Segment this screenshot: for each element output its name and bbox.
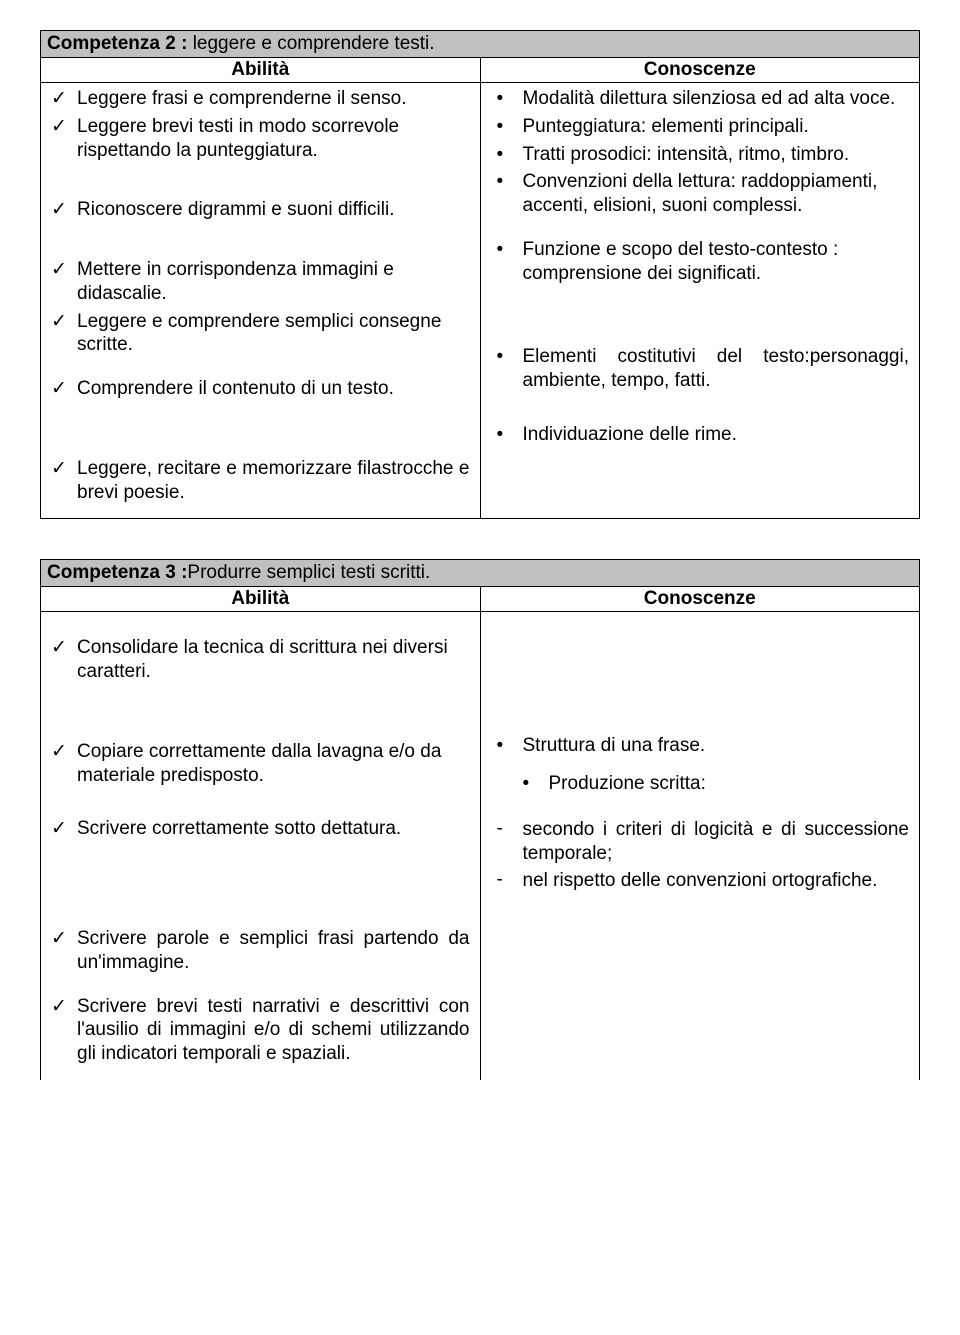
check-icon: ✓ (51, 636, 77, 660)
knowledge-text: Funzione e scopo del testo-contesto : co… (523, 238, 910, 286)
ability-text: Copiare correttamente dalla lavagna e/o … (77, 740, 470, 788)
knowledge-text: Convenzioni della lettura: raddoppiament… (523, 170, 910, 218)
ability-item: ✓ Scrivere correttamente sotto dettatura… (51, 817, 470, 841)
check-icon: ✓ (51, 87, 77, 111)
bullet-icon: • (491, 115, 523, 139)
ability-text: Mettere in corrispondenza immagini e did… (77, 258, 470, 306)
ability-text: Consolidare la tecnica di scrittura nei … (77, 636, 470, 684)
knowledge-item: • Tratti prosodici: intensità, ritmo, ti… (491, 143, 910, 167)
comp2-col-right-header: Conoscenze (481, 58, 920, 82)
ability-item: ✓ Scrivere parole e semplici frasi parte… (51, 927, 470, 975)
dash-text: nel rispetto delle convenzioni ortografi… (523, 869, 910, 893)
knowledge-text: Produzione scritta: (549, 772, 910, 796)
ability-text: Scrivere parole e semplici frasi partend… (77, 927, 470, 975)
check-icon: ✓ (51, 457, 77, 481)
check-icon: ✓ (51, 377, 77, 401)
comp3-right-col: • Struttura di una frase. • Produzione s… (481, 612, 920, 1080)
knowledge-item: • Struttura di una frase. (491, 734, 910, 758)
comp3-col-right-header: Conoscenze (481, 587, 920, 611)
knowledge-item: • Convenzioni della lettura: raddoppiame… (491, 170, 910, 218)
check-icon: ✓ (51, 310, 77, 334)
comp2-header: Competenza 2 : leggere e comprendere tes… (40, 30, 920, 58)
knowledge-item: • Modalità dilettura silenziosa ed ad al… (491, 87, 910, 111)
knowledge-text: Tratti prosodici: intensità, ritmo, timb… (523, 143, 910, 167)
knowledge-item: • Produzione scritta: (491, 772, 910, 796)
dash-item: - nel rispetto delle convenzioni ortogra… (491, 869, 910, 893)
check-icon: ✓ (51, 115, 77, 139)
ability-text: Riconoscere digrammi e suoni difficili. (77, 198, 470, 222)
ability-item: ✓ Mettere in corrispondenza immagini e d… (51, 258, 470, 306)
knowledge-item: • Elementi costitutivi del testo:persona… (491, 345, 910, 393)
check-icon: ✓ (51, 927, 77, 951)
bullet-icon: • (491, 170, 523, 194)
knowledge-text: Struttura di una frase. (523, 734, 910, 758)
comp2-right-col: • Modalità dilettura silenziosa ed ad al… (481, 83, 920, 518)
ability-item: ✓ Scrivere brevi testi narrativi e descr… (51, 995, 470, 1066)
comp3-header: Competenza 3 :Produrre semplici testi sc… (40, 559, 920, 587)
check-icon: ✓ (51, 740, 77, 764)
comp3-col-left-header: Abilità (41, 587, 481, 611)
knowledge-text: Individuazione delle rime. (523, 423, 910, 447)
bullet-icon: • (491, 734, 523, 758)
ability-item: ✓ Riconoscere digrammi e suoni difficili… (51, 198, 470, 222)
ability-item: ✓ Comprendere il contenuto di un testo. (51, 377, 470, 401)
ability-text: Scrivere correttamente sotto dettatura. (77, 817, 470, 841)
ability-item: ✓ Leggere, recitare e memorizzare filast… (51, 457, 470, 505)
knowledge-text: Punteggiatura: elementi principali. (523, 115, 910, 139)
comp2-header-text: leggere e comprendere testi. (187, 33, 434, 54)
ability-text: Scrivere brevi testi narrativi e descrit… (77, 995, 470, 1066)
bullet-icon: • (491, 423, 523, 447)
check-icon: ✓ (51, 198, 77, 222)
dash-text: secondo i criteri di logicità e di succe… (523, 818, 910, 866)
dash-item: - secondo i criteri di logicità e di suc… (491, 818, 910, 866)
check-icon: ✓ (51, 995, 77, 1019)
ability-text: Leggere e comprendere semplici consegne … (77, 310, 470, 358)
dash-list: - secondo i criteri di logicità e di suc… (491, 818, 910, 893)
comp2-columns-header: Abilità Conoscenze (40, 58, 920, 83)
knowledge-item: • Punteggiatura: elementi principali. (491, 115, 910, 139)
comp3-content: ✓ Consolidare la tecnica di scrittura ne… (40, 612, 920, 1080)
comp3-header-text: Produrre semplici testi scritti. (187, 562, 430, 583)
ability-item: ✓ Consolidare la tecnica di scrittura ne… (51, 636, 470, 684)
ability-text: Comprendere il contenuto di un testo. (77, 377, 470, 401)
check-icon: ✓ (51, 258, 77, 282)
knowledge-item: • Individuazione delle rime. (491, 423, 910, 447)
ability-item: ✓ Leggere frasi e comprenderne il senso. (51, 87, 470, 111)
bullet-icon: • (517, 772, 549, 796)
ability-item: ✓ Leggere e comprendere semplici consegn… (51, 310, 470, 358)
comp3-left-col: ✓ Consolidare la tecnica di scrittura ne… (41, 612, 481, 1080)
comp2-content: ✓ Leggere frasi e comprenderne il senso.… (40, 83, 920, 519)
bullet-icon: • (491, 345, 523, 369)
knowledge-item: • Funzione e scopo del testo-contesto : … (491, 238, 910, 286)
competenza-3: Competenza 3 :Produrre semplici testi sc… (40, 559, 920, 1080)
dash-icon: - (491, 869, 523, 891)
comp2-header-label: Competenza 2 : (47, 33, 187, 54)
comp3-columns-header: Abilità Conoscenze (40, 587, 920, 612)
bullet-icon: • (491, 87, 523, 111)
bullet-icon: • (491, 143, 523, 167)
knowledge-text: Elementi costitutivi del testo:personagg… (523, 345, 910, 393)
ability-text: Leggere brevi testi in modo scorrevole r… (77, 115, 470, 163)
bullet-icon: • (491, 238, 523, 262)
ability-item: ✓ Copiare correttamente dalla lavagna e/… (51, 740, 470, 788)
comp3-header-label: Competenza 3 : (47, 562, 187, 583)
competenza-2: Competenza 2 : leggere e comprendere tes… (40, 30, 920, 519)
ability-item: ✓ Leggere brevi testi in modo scorrevole… (51, 115, 470, 163)
check-icon: ✓ (51, 817, 77, 841)
dash-icon: - (491, 818, 523, 840)
comp2-col-left-header: Abilità (41, 58, 481, 82)
ability-text: Leggere frasi e comprenderne il senso. (77, 87, 470, 111)
ability-text: Leggere, recitare e memorizzare filastro… (77, 457, 470, 505)
comp2-left-col: ✓ Leggere frasi e comprenderne il senso.… (41, 83, 481, 518)
knowledge-text: Modalità dilettura silenziosa ed ad alta… (523, 87, 910, 111)
